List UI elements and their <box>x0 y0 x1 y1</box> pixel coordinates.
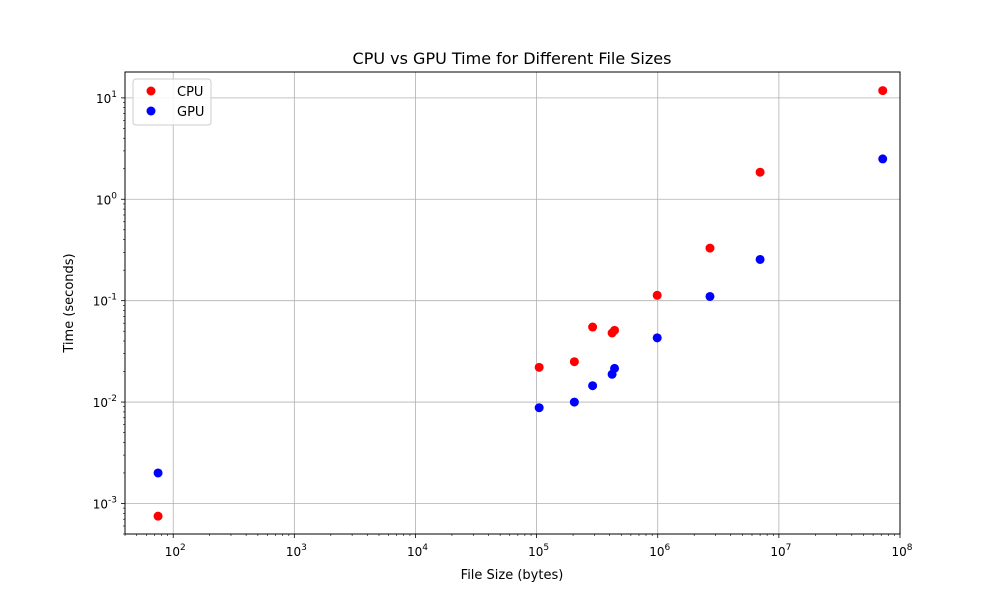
legend-label-cpu: CPU <box>177 85 203 100</box>
y-tick-label: 10-3 <box>93 495 117 511</box>
legend-marker-cpu <box>146 86 156 96</box>
cpu-point <box>705 243 715 253</box>
legend-label-gpu: GPU <box>177 105 204 120</box>
legend: CPU GPU <box>132 78 212 126</box>
gpu-point <box>705 291 715 301</box>
x-tick-label: 105 <box>528 543 549 559</box>
gpu-point <box>588 381 598 391</box>
cpu-point <box>153 511 163 521</box>
gpu-point <box>153 468 163 478</box>
x-tick-label: 104 <box>407 543 428 559</box>
gpu-point <box>652 333 662 343</box>
x-tick-label: 108 <box>891 543 912 559</box>
x-tick-label: 107 <box>770 543 791 559</box>
x-tick-label: 102 <box>165 543 186 559</box>
cpu-point <box>878 86 888 96</box>
y-tick-label: 10-2 <box>93 394 117 410</box>
legend-marker-gpu <box>146 106 156 116</box>
data-points <box>153 86 888 521</box>
x-tick-label: 106 <box>649 543 670 559</box>
chart-title: CPU vs GPU Time for Different File Sizes <box>353 49 672 68</box>
y-tick-label: 100 <box>96 191 117 207</box>
cpu-point <box>610 325 620 335</box>
x-axis-label: File Size (bytes) <box>461 568 564 583</box>
cpu-point <box>755 167 765 177</box>
cpu-point <box>588 322 598 332</box>
gpu-point <box>610 363 620 373</box>
y-tick-label: 101 <box>96 90 117 106</box>
cpu-point <box>569 357 579 367</box>
cpu-point <box>534 362 544 372</box>
gpu-point <box>755 254 765 264</box>
x-tick-label: 103 <box>286 543 307 559</box>
axis-ticks: 102 103 104 105 106 107 108 10-3 10-2 10-1 100 101 <box>93 90 913 559</box>
gpu-point <box>878 154 888 164</box>
gpu-point <box>534 403 544 413</box>
y-axis-label: Time (seconds) <box>62 253 77 353</box>
plot-frame <box>124 71 901 535</box>
y-tick-label: 10-1 <box>93 293 117 309</box>
cpu-point <box>652 290 662 300</box>
gpu-point <box>569 397 579 407</box>
grid-lines <box>125 72 901 534</box>
